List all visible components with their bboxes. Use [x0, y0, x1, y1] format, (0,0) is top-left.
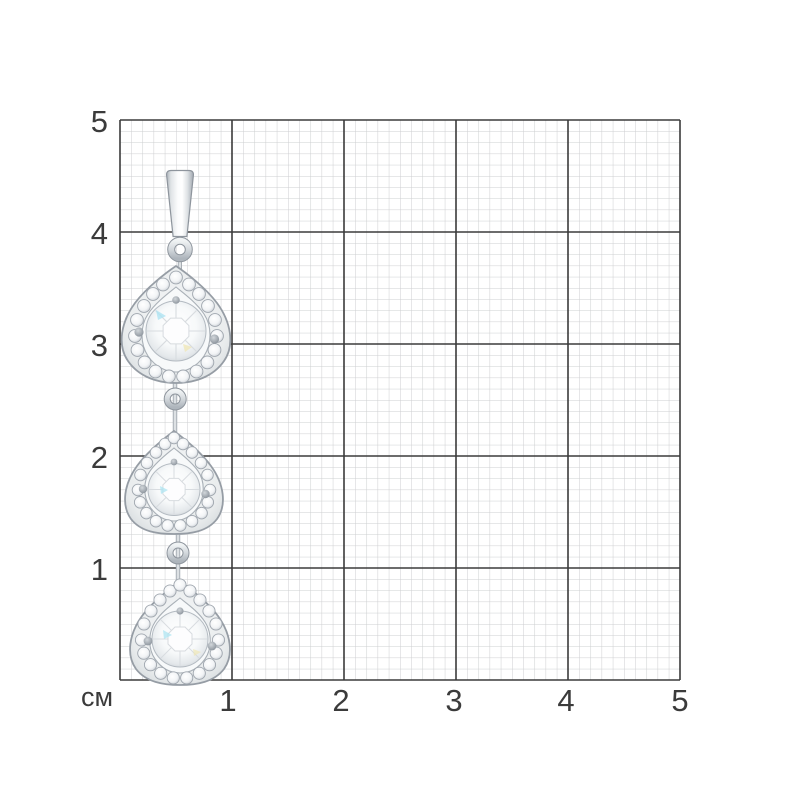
y-axis-tick: 4 [91, 216, 108, 251]
y-axis: 5 4 3 2 1 [91, 104, 108, 587]
drop-element-3 [129, 578, 231, 686]
sparkle-cyan [156, 310, 166, 320]
measurement-grid [119, 119, 681, 681]
prongs [134, 296, 220, 344]
unit-label: см [81, 682, 113, 712]
pendant-image [120, 169, 232, 686]
x-axis-tick: 3 [445, 683, 462, 718]
x-axis: см 1 2 3 4 5 [81, 682, 689, 718]
sparkle-yellow [193, 649, 201, 656]
sparkle-yellow [183, 344, 192, 352]
center-stone [147, 463, 201, 516]
x-axis-tick: 2 [332, 683, 349, 718]
drop-element-1 [120, 264, 232, 384]
x-axis-tick: 1 [219, 683, 236, 718]
grid-major-lines [119, 119, 681, 681]
y-axis-tick: 1 [91, 552, 108, 587]
y-axis-tick: 5 [91, 104, 108, 139]
sparkle-cyan [160, 486, 168, 494]
connector-stem [175, 527, 181, 585]
connector-ring [166, 541, 190, 565]
prongs [143, 607, 217, 651]
connector-ring [163, 387, 187, 411]
sparkle-cyan [163, 630, 172, 639]
bail [165, 169, 195, 238]
y-axis-tick: 2 [91, 440, 108, 475]
grid-minor-lines [120, 120, 680, 680]
halo-stones [134, 578, 226, 685]
center-stone [151, 610, 209, 668]
bail-ring [167, 236, 193, 263]
drop-element-2 [124, 429, 224, 535]
prongs [138, 458, 210, 499]
center-stone [145, 300, 207, 362]
y-axis-tick: 3 [91, 328, 108, 363]
x-axis-tick: 5 [671, 683, 688, 718]
x-axis-tick: 4 [557, 683, 574, 718]
